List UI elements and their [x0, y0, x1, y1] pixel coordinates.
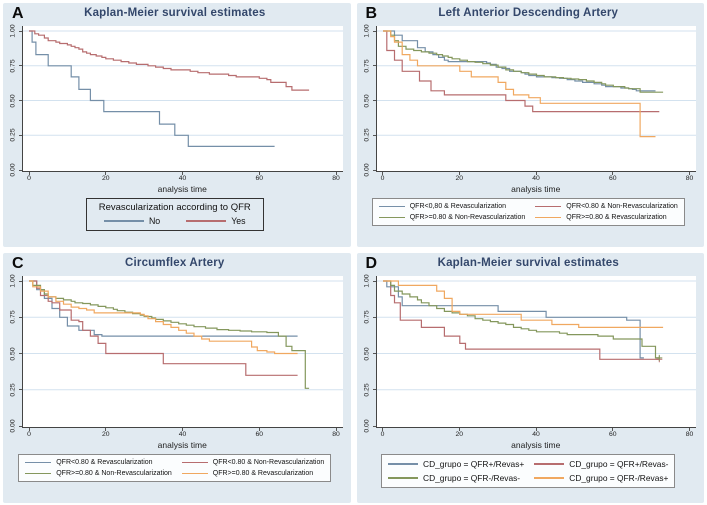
- legend-item: QFR>=0.80 & Non-Revascularization: [378, 214, 526, 221]
- panel-c-title: Circumflex Artery: [125, 257, 225, 269]
- line-swatch: [388, 463, 419, 465]
- legend-item: Yes: [186, 216, 246, 226]
- legend: CD_grupo = QFR+/Revas+ CD_grupo = QFR+/R…: [381, 454, 676, 488]
- panel-b: B Left Anterior Descending Artery 0.00 0.…: [356, 3, 704, 247]
- x-axis-label: analysis time: [157, 184, 207, 194]
- legend: Revascularization according to QFR No Ye…: [85, 198, 264, 231]
- line-swatch: [25, 461, 52, 464]
- panel-letter-d: D: [365, 255, 378, 272]
- legend-label: QFR<0.80 & Revascularization: [56, 459, 153, 466]
- legend-container: QFR<0.80 & Revascularization QFR<0.80 & …: [7, 454, 343, 482]
- line-swatch: [388, 477, 419, 479]
- legend-item: QFR>=0.80 & Non-Revascularization: [25, 470, 172, 477]
- x-axis: 0 20 40 60 80: [22, 428, 343, 440]
- panel-b-plot-area: 0.00 0.25 0.50 0.75 1.00: [361, 24, 696, 177]
- legend-label: QFR>=0.80 & Revascularization: [212, 470, 314, 477]
- x-axis: 0 20 40 60 80: [376, 172, 697, 184]
- panel-b-title: Left Anterior Descending Artery: [438, 7, 619, 19]
- line-swatch: [181, 472, 208, 475]
- legend-item: QFR<0,80 & Revascularization: [378, 203, 526, 210]
- line-swatch: [535, 205, 562, 208]
- legend-label: CD_grupo = QFR-/Revas-: [423, 473, 521, 483]
- survival-plot: [22, 276, 343, 428]
- line-swatch: [181, 461, 208, 464]
- legend: QFR<0.80 & Revascularization QFR<0.80 & …: [18, 454, 332, 482]
- survival-plot: [22, 26, 343, 172]
- panel-d-plot-area: 0.00 0.25 0.50 0.75 1.00: [361, 274, 696, 433]
- legend-container: QFR<0,80 & Revascularization QFR<0.80 & …: [361, 198, 697, 226]
- legend-label: QFR<0.80 & Non-Revascularization: [212, 459, 325, 466]
- panel-letter-b: B: [365, 5, 378, 22]
- legend-container: Revascularization according to QFR No Ye…: [7, 198, 343, 231]
- panel-c-plot-area: 0.00 0.25 0.50 0.75 1.00: [7, 274, 343, 433]
- x-axis-label: analysis time: [511, 440, 561, 450]
- x-axis-label: analysis time: [157, 440, 207, 450]
- panel-b-header: B Left Anterior Descending Artery: [361, 5, 697, 24]
- panel-letter-a: A: [12, 5, 24, 22]
- y-axis: 0.00 0.25 0.50 0.75 1.00: [7, 274, 22, 433]
- legend-item: QFR<0.80 & Non-Revascularization: [181, 459, 325, 466]
- legend-item: No: [103, 216, 161, 226]
- line-swatch: [378, 216, 405, 219]
- x-axis: 0 20 40 60 80: [22, 172, 343, 184]
- panel-a: A Kaplan-Meier survival estimates 0.00 0.…: [3, 3, 351, 247]
- legend-label: QFR<0,80 & Revascularization: [409, 203, 507, 210]
- line-swatch: [534, 463, 565, 465]
- panel-d: D Kaplan-Meier survival estimates 0.00 0.…: [356, 253, 704, 503]
- x-axis-label: analysis time: [511, 184, 561, 194]
- legend-label: CD_grupo = QFR+/Revas-: [569, 459, 669, 469]
- survival-plot: [375, 276, 696, 428]
- line-swatch: [378, 205, 405, 208]
- line-swatch: [535, 216, 562, 219]
- line-swatch: [534, 477, 565, 479]
- legend-item: QFR>=0.80 & Revascularization: [181, 470, 324, 477]
- panel-a-header: A Kaplan-Meier survival estimates: [7, 5, 343, 24]
- panel-d-title: Kaplan-Meier survival estimates: [437, 257, 619, 269]
- legend-item: QFR<0.80 & Non-Revascularization: [535, 203, 678, 210]
- panel-letter-c: C: [12, 255, 24, 272]
- line-swatch: [186, 220, 227, 222]
- panel-a-title: Kaplan-Meier survival estimates: [84, 7, 266, 19]
- legend-item: QFR>=0.80 & Revascularization: [535, 214, 677, 221]
- legend-label: QFR>=0.80 & Revascularization: [566, 214, 667, 221]
- legend-title: Revascularization according to QFR: [98, 202, 251, 213]
- legend-item: CD_grupo = QFR-/Revas+: [534, 473, 668, 483]
- x-axis: 0 20 40 60 80: [376, 428, 697, 440]
- legend-container: CD_grupo = QFR+/Revas+ CD_grupo = QFR+/R…: [361, 454, 697, 488]
- panel-c-header: C Circumflex Artery: [7, 255, 343, 274]
- legend-item: CD_grupo = QFR+/Revas-: [534, 459, 668, 469]
- legend-item: CD_grupo = QFR-/Revas-: [388, 473, 524, 483]
- legend-label: QFR>=0.80 & Non-Revascularization: [56, 470, 172, 477]
- legend: QFR<0,80 & Revascularization QFR<0.80 & …: [371, 198, 685, 226]
- legend-item: QFR<0.80 & Revascularization: [25, 459, 172, 466]
- legend-label: Yes: [231, 216, 246, 226]
- legend-item: CD_grupo = QFR+/Revas+: [388, 459, 524, 469]
- legend-label: No: [148, 216, 161, 226]
- y-axis: 0.00 0.25 0.50 0.75 1.00: [361, 24, 376, 177]
- line-swatch: [103, 220, 144, 222]
- y-axis: 0.00 0.25 0.50 0.75 1.00: [361, 274, 376, 433]
- y-axis: 0.00 0.25 0.50 0.75 1.00: [7, 24, 22, 177]
- panel-d-header: D Kaplan-Meier survival estimates: [361, 255, 697, 274]
- legend-label: QFR<0.80 & Non-Revascularization: [566, 203, 678, 210]
- line-swatch: [25, 472, 52, 475]
- survival-plot: [375, 26, 696, 172]
- legend-label: CD_grupo = QFR-/Revas+: [569, 473, 669, 483]
- legend-row: No Yes: [99, 216, 251, 226]
- legend-label: QFR>=0.80 & Non-Revascularization: [409, 214, 526, 221]
- legend-label: CD_grupo = QFR+/Revas+: [423, 459, 525, 469]
- panel-c: C Circumflex Artery 0.00 0.25 0.50 0.75 1.00…: [3, 253, 351, 503]
- panel-a-plot-area: 0.00 0.25 0.50 0.75 1.00: [7, 24, 343, 177]
